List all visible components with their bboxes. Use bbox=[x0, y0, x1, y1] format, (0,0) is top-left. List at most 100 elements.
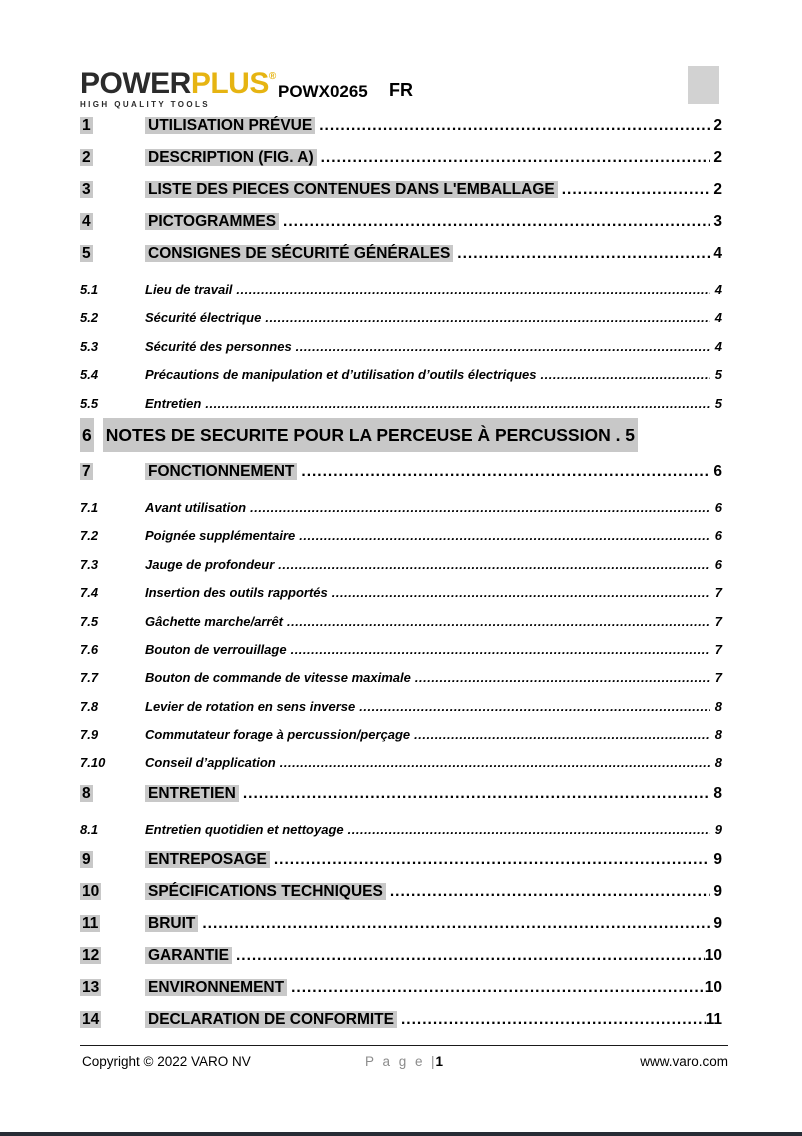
toc-entry-6[interactable]: 6 NOTES DE SECURITE POUR LA PERCEUSE À PE… bbox=[80, 417, 722, 452]
toc-entry-title-text: ENTRETIEN bbox=[145, 784, 239, 802]
toc-entry-7[interactable]: 7 FONCTIONNEMENT.........................… bbox=[80, 456, 722, 488]
toc-entry-page: 7 bbox=[714, 585, 722, 601]
toc-entry-number-text: 10 bbox=[80, 883, 102, 901]
toc-entry-14[interactable]: 14 DECLARATION DE CONFORMITE.............… bbox=[80, 1004, 722, 1036]
toc-entry-5.3[interactable]: 5.3 Sécurité des personnes...............… bbox=[80, 333, 722, 361]
toc-leader-dots: ........................................… bbox=[287, 613, 710, 629]
toc-entry-title: ENTRETIEN bbox=[145, 778, 239, 810]
toc-entry-title: Sécurité électrique bbox=[145, 310, 262, 326]
toc-entry-7.1[interactable]: 7.1 Avant utilisation....................… bbox=[80, 494, 722, 522]
toc-entry-10[interactable]: 10 SPÉCIFICATIONS TECHNIQUES.............… bbox=[80, 876, 722, 908]
toc-entry-page: 4 bbox=[713, 245, 722, 262]
toc-entry-3[interactable]: 3 LISTE DES PIECES CONTENUES DANS L'EMBAL… bbox=[80, 174, 722, 206]
toc-entry-13[interactable]: 13 ENVIRONNEMENT.........................… bbox=[80, 972, 722, 1004]
toc-entry-page: 8 bbox=[713, 784, 722, 802]
toc-entry-title: Poignée supplémentaire bbox=[145, 528, 296, 544]
toc-entry-number: 14 bbox=[80, 1004, 145, 1036]
toc-leader-dots: ........................................… bbox=[400, 1011, 706, 1029]
toc-entry-title: SPÉCIFICATIONS TECHNIQUES bbox=[145, 876, 386, 908]
footer-page-separator: | bbox=[431, 1054, 435, 1069]
toc-entry-page: 9 bbox=[713, 915, 722, 933]
toc-entry-7.5[interactable]: 7.5 Gâchette marche/arrêt................… bbox=[80, 608, 722, 636]
toc-entry-5.5[interactable]: 5.5 Entretien............................… bbox=[80, 390, 722, 418]
toc-entry-title: Jauge de profondeur bbox=[145, 556, 275, 572]
toc-entry-title: ENVIRONNEMENT bbox=[145, 972, 288, 1004]
toc-entry-page: 9 bbox=[714, 821, 722, 837]
toc-entry-title: Bouton de commande de vitesse maximale bbox=[145, 670, 411, 686]
toc-leader-dots: ........................................… bbox=[295, 338, 710, 354]
toc-leader-dots: ........................................… bbox=[540, 367, 710, 383]
toc-entry-number: 5.5 bbox=[80, 395, 99, 411]
toc-entry-title: Insertion des outils rapportés bbox=[145, 585, 328, 601]
toc-entry-page: 4 bbox=[714, 310, 722, 326]
toc-entry-12[interactable]: 12 GARANTIE..............................… bbox=[80, 940, 722, 972]
toc-leader-dots: ........................................… bbox=[414, 727, 710, 743]
toc-entry-page: 2 bbox=[713, 181, 722, 198]
toc-entry-number: 7.4 bbox=[80, 585, 99, 601]
toc-leader-dots: ........................................… bbox=[331, 585, 710, 601]
footer-copyright: Copyright © 2022 VARO NV bbox=[82, 1054, 251, 1069]
toc-entry-number: 3 bbox=[80, 174, 145, 206]
footer-page-indicator: P a g e |1 bbox=[365, 1052, 443, 1072]
toc-leader-dots: ........................................… bbox=[202, 915, 710, 933]
toc-entry-title-text: DECLARATION DE CONFORMITE bbox=[145, 1011, 397, 1029]
toc-entry-number: 7.2 bbox=[80, 528, 99, 544]
toc-entry-number-text: 3 bbox=[80, 181, 93, 198]
toc-entry-title: Sécurité des personnes bbox=[145, 338, 292, 354]
toc-entry-8.1[interactable]: 8.1 Entretien quotidien et nettoyage.....… bbox=[80, 816, 722, 844]
toc-entry-title: Gâchette marche/arrêt bbox=[145, 613, 284, 629]
toc-entry-title-text: DESCRIPTION (FIG. A) bbox=[145, 149, 317, 166]
toc-entry-7.6[interactable]: 7.6 Bouton de verrouillage...............… bbox=[80, 636, 722, 664]
toc-entry-2[interactable]: 2 DESCRIPTION (FIG. A)...................… bbox=[80, 142, 722, 174]
toc-entry-title-text: CONSIGNES DE SÉCURITÉ GÉNÉRALES bbox=[145, 245, 454, 262]
toc-entry-4[interactable]: 4 PICTOGRAMMES...........................… bbox=[80, 206, 722, 238]
toc-entry-page: 7 bbox=[714, 641, 722, 657]
toc-entry-title: NOTES DE SECURITE POUR LA PERCEUSE À PER… bbox=[102, 417, 639, 452]
footer-website[interactable]: www.varo.com bbox=[640, 1054, 728, 1069]
toc-entry-number: 13 bbox=[80, 972, 145, 1004]
toc-entry-8[interactable]: 8 ENTRETIEN..............................… bbox=[80, 778, 722, 810]
toc-entry-page: 8 bbox=[714, 698, 722, 714]
toc-entry-5.1[interactable]: 5.1 Lieu de travail......................… bbox=[80, 276, 722, 304]
page-field-placeholder bbox=[688, 66, 719, 104]
toc-entry-5.2[interactable]: 5.2 Sécurité électrique..................… bbox=[80, 304, 722, 332]
toc-entry-number-text: 7 bbox=[80, 462, 93, 480]
toc-entry-11[interactable]: 11 BRUIT.................................… bbox=[80, 908, 722, 940]
powerplus-logo: POWERPLUS® HIGH QUALITY TOOLS bbox=[80, 62, 276, 110]
toc-entry-7.7[interactable]: 7.7 Bouton de commande de vitesse maximal… bbox=[80, 664, 722, 692]
toc-entry-5[interactable]: 5 CONSIGNES DE SÉCURITÉ GÉNÉRALES........… bbox=[80, 238, 722, 270]
toc-entry-number-text: 1 bbox=[80, 117, 93, 134]
toc-entry-7.10[interactable]: 7.10 Conseil d’application...............… bbox=[80, 749, 722, 777]
toc-entry-page: 8 bbox=[714, 727, 722, 743]
toc-entry-7.2[interactable]: 7.2 Poignée supplémentaire...............… bbox=[80, 522, 722, 550]
toc-entry-number: 4 bbox=[80, 206, 145, 238]
toc-entry-7.9[interactable]: 7.9 Commutateur forage à percussion/perça… bbox=[80, 721, 722, 749]
toc-entry-7.4[interactable]: 7.4 Insertion des outils rapportés.......… bbox=[80, 579, 722, 607]
toc-entry-7.8[interactable]: 7.8 Levier de rotation en sens inverse...… bbox=[80, 693, 722, 721]
toc-entry-7.3[interactable]: 7.3 Jauge de profondeur..................… bbox=[80, 551, 722, 579]
toc-leader-dots: ........................................… bbox=[389, 883, 710, 901]
toc-entry-page: 4 bbox=[714, 282, 722, 297]
toc-entry-1[interactable]: 1 UTILISATION PRÉVUE.....................… bbox=[80, 110, 722, 142]
toc-entry-title-text: ENVIRONNEMENT bbox=[145, 979, 288, 997]
toc-entry-9[interactable]: 9 ENTREPOSAGE............................… bbox=[80, 844, 722, 876]
toc-entry-number-text: 14 bbox=[80, 1011, 102, 1029]
toc-leader-dots: ........................................… bbox=[457, 245, 710, 262]
toc-entry-title: DECLARATION DE CONFORMITE bbox=[145, 1004, 397, 1036]
toc-entry-page: 11 bbox=[705, 1011, 722, 1029]
toc-entry-number: 11 bbox=[80, 908, 145, 940]
toc-entry-title: UTILISATION PRÉVUE bbox=[145, 110, 316, 142]
toc-entry-title-text: PICTOGRAMMES bbox=[145, 213, 280, 230]
toc-entry-5.4[interactable]: 5.4 Précautions de manipulation et d’util… bbox=[80, 361, 722, 389]
toc-entry-number: 5.2 bbox=[80, 310, 99, 326]
toc-entry-page: 7 bbox=[714, 670, 722, 686]
toc-leader-dots: ........................................… bbox=[242, 784, 710, 802]
toc-entry-title: BRUIT bbox=[145, 908, 199, 940]
toc-entry-title: CONSIGNES DE SÉCURITÉ GÉNÉRALES bbox=[145, 238, 454, 270]
toc-leader-dots: ........................................… bbox=[236, 282, 710, 297]
toc-entry-title-text: BRUIT bbox=[145, 915, 199, 933]
toc-leader-dots: ........................................… bbox=[279, 755, 710, 771]
document-code: POWX0265 bbox=[278, 82, 368, 101]
toc-entry-number: 5 bbox=[80, 238, 145, 270]
